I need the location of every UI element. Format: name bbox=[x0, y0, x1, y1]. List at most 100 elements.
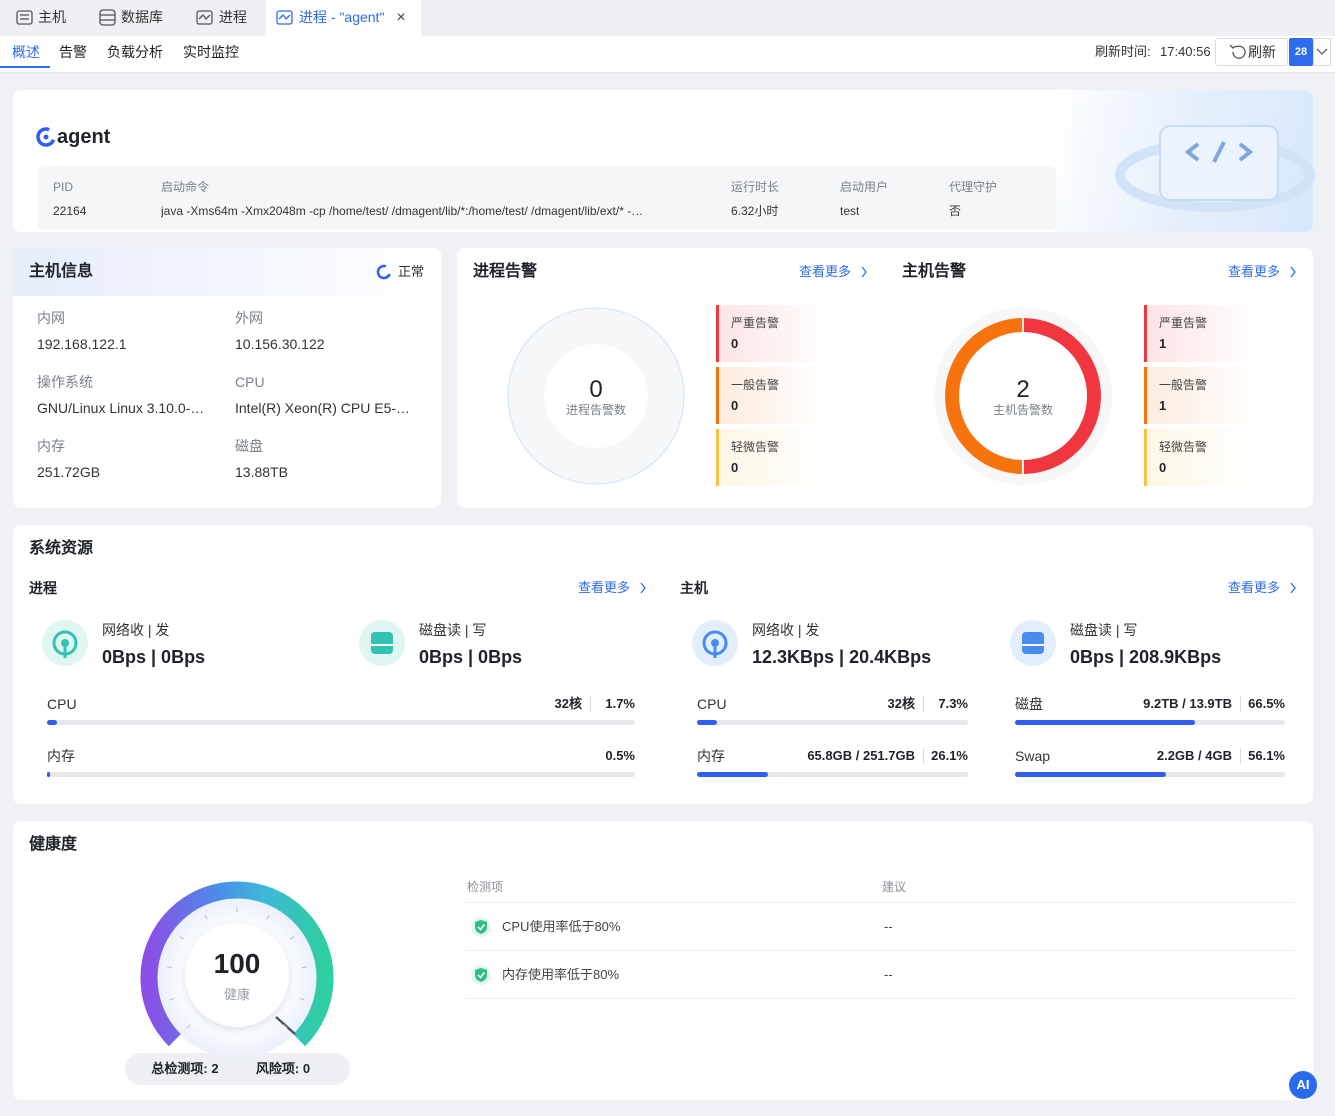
group-more[interactable]: 查看更多 bbox=[1228, 580, 1281, 595]
agent-field-value: 6.32小时 bbox=[731, 204, 779, 218]
agent-field-label: 运行时长 bbox=[731, 180, 780, 194]
bar-usage: 66.5% bbox=[1248, 696, 1285, 711]
bar-label: CPU bbox=[47, 696, 77, 712]
host-field-value: 13.88TB bbox=[235, 464, 288, 480]
bar-detail: 2.2GB / 4GB bbox=[1156, 748, 1232, 763]
bar-label: 内存 bbox=[47, 748, 75, 764]
health-score-label: 健康 bbox=[223, 987, 251, 1002]
table-header: 建议 bbox=[882, 880, 907, 894]
io-label: 磁盘读 | 写 bbox=[1070, 622, 1138, 638]
sub-nav bbox=[0, 36, 1335, 73]
agent-field-label: 启动用户 bbox=[840, 180, 889, 194]
alert-level-box bbox=[1144, 367, 1259, 424]
table-cell: -- bbox=[884, 967, 893, 982]
interval[interactable]: 28 bbox=[1294, 46, 1308, 58]
alert-level-label: 一般告警 bbox=[731, 378, 780, 392]
alert-level-label: 轻微告警 bbox=[731, 440, 780, 454]
bar-fill bbox=[1015, 772, 1167, 777]
bar-track bbox=[697, 772, 968, 777]
bar-usage: 1.7% bbox=[605, 696, 635, 711]
bar-usage: 7.3% bbox=[938, 696, 968, 711]
host-field-value: Intel(R) Xeon(R) CPU E5-… bbox=[235, 400, 411, 416]
agent-field-value: java -Xms64m -Xmx2048m -cp /home/test/ /… bbox=[161, 204, 644, 218]
bar-detail: 32核 bbox=[887, 696, 915, 711]
io-label: 网络收 | 发 bbox=[752, 622, 820, 638]
alert-title: 进程告警 bbox=[473, 263, 538, 280]
host-field-label: 磁盘 bbox=[235, 438, 263, 454]
ai-button-label[interactable]: AI bbox=[1296, 1077, 1310, 1092]
refresh-time-label: 刷新时间: bbox=[1095, 44, 1151, 59]
agent-info-box bbox=[38, 166, 1056, 230]
alert-total-label: 主机告警数 bbox=[992, 403, 1054, 417]
subtab[interactable]: 实时监控 bbox=[183, 44, 239, 60]
alert-level-value: 0 bbox=[731, 336, 739, 351]
agent-field-label: PID bbox=[53, 180, 74, 194]
table-rule bbox=[465, 902, 1295, 903]
alert-level-value: 1 bbox=[1159, 336, 1167, 351]
bar-detail: 9.2TB / 13.9TB bbox=[1143, 696, 1232, 711]
agent-name: agent bbox=[57, 126, 111, 148]
host-info-header bbox=[13, 248, 441, 296]
table-cell: CPU使用率低于80% bbox=[502, 919, 621, 934]
bar-detail: 32核 bbox=[554, 696, 582, 711]
tab-bar bbox=[0, 0, 1335, 36]
bar-separator bbox=[923, 696, 924, 712]
bar-fill bbox=[697, 772, 768, 777]
alert-level-box bbox=[716, 305, 831, 362]
io-value: 0Bps | 0Bps bbox=[419, 647, 523, 667]
group-title: 主机 bbox=[680, 580, 708, 596]
subtab[interactable]: 告警 bbox=[59, 44, 87, 60]
alert-more[interactable]: 查看更多 bbox=[799, 264, 852, 279]
bar-fill bbox=[47, 720, 57, 725]
resources-title: 系统资源 bbox=[29, 540, 94, 557]
bar-fill bbox=[47, 772, 50, 777]
table-cell: 内存使用率低于80% bbox=[502, 967, 620, 982]
host-field-label: 操作系统 bbox=[37, 374, 93, 390]
bar-separator bbox=[923, 748, 924, 764]
subtab[interactable]: 负载分析 bbox=[107, 44, 163, 60]
table-rule bbox=[465, 950, 1295, 951]
bar-label: Swap bbox=[1015, 748, 1051, 764]
alert-level-label: 一般告警 bbox=[1159, 378, 1208, 392]
bar-fill bbox=[1015, 720, 1195, 725]
agent-field-value: 否 bbox=[949, 204, 962, 218]
resources-card bbox=[13, 525, 1313, 804]
host-field-label: CPU bbox=[235, 374, 265, 390]
tab[interactable]: 进程 bbox=[219, 9, 247, 25]
alert-level-box bbox=[1144, 305, 1259, 362]
tab[interactable]: 数据库 bbox=[121, 9, 163, 25]
io-value: 0Bps | 208.9KBps bbox=[1070, 647, 1222, 667]
refresh-time: 17:40:56 bbox=[1160, 44, 1211, 59]
table-header: 检测项 bbox=[467, 880, 504, 894]
refresh-button-label[interactable]: 刷新 bbox=[1248, 44, 1276, 60]
alert-level-value: 0 bbox=[731, 398, 739, 413]
tab[interactable]: 进程 - "agent" bbox=[299, 9, 385, 25]
tab[interactable]: 主机 bbox=[38, 9, 66, 25]
bar-usage: 0.5% bbox=[605, 748, 635, 763]
refresh-button[interactable] bbox=[1215, 38, 1288, 66]
bar-track bbox=[697, 720, 968, 725]
table-cell: -- bbox=[884, 919, 893, 934]
host-field-label: 内网 bbox=[37, 310, 65, 326]
alert-level-value: 1 bbox=[1159, 398, 1167, 413]
host-field-value: GNU/Linux Linux 3.10.0-… bbox=[37, 400, 205, 416]
subtab[interactable]: 概述 bbox=[12, 44, 40, 60]
interval-box[interactable] bbox=[1289, 38, 1313, 66]
host-field-label: 内存 bbox=[37, 438, 65, 454]
bar-label: 磁盘 bbox=[1015, 696, 1043, 712]
group-more[interactable]: 查看更多 bbox=[578, 580, 631, 595]
interval-dropdown[interactable] bbox=[1313, 38, 1331, 66]
group-title: 进程 bbox=[29, 580, 57, 596]
host-info-card bbox=[13, 248, 441, 508]
bar-fill bbox=[697, 720, 717, 725]
agent-field-value: 22164 bbox=[53, 204, 87, 218]
health-risks: 风险项: 0 bbox=[255, 1061, 311, 1076]
bar-label: CPU bbox=[697, 696, 727, 712]
active-underline bbox=[0, 66, 50, 68]
io-label: 磁盘读 | 写 bbox=[419, 622, 487, 638]
bar-separator bbox=[1240, 696, 1241, 712]
alert-more[interactable]: 查看更多 bbox=[1228, 264, 1281, 279]
io-label: 网络收 | 发 bbox=[102, 622, 170, 638]
agent-field-label: 启动命令 bbox=[161, 180, 210, 194]
alert-level-label: 严重告警 bbox=[1159, 316, 1208, 330]
